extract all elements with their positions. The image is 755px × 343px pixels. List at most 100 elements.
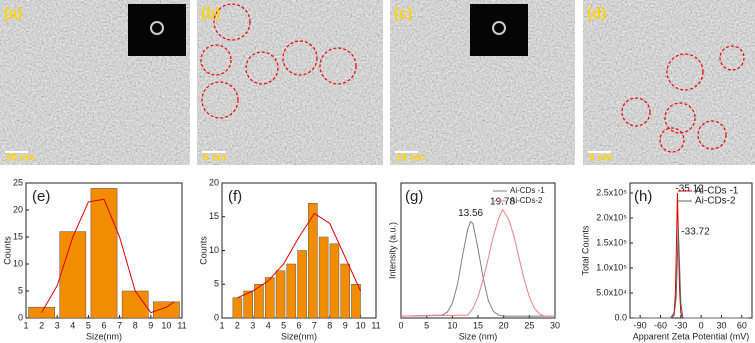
- x-tick-label: 3: [55, 320, 60, 330]
- bar: [90, 188, 118, 319]
- x-tick-label: 8: [133, 320, 138, 330]
- x-tick-label: 10: [447, 320, 457, 330]
- bar: [308, 203, 318, 319]
- x-tick-label: -60: [654, 320, 667, 330]
- bar: [275, 270, 286, 319]
- scale-bar-label: 5 nm: [203, 153, 226, 164]
- panel-label: (f): [228, 188, 242, 205]
- x-tick-label: 1: [219, 320, 224, 330]
- diffraction-ring: [492, 21, 506, 35]
- x-axis-label: Apparent Zeta Potential (mV): [633, 331, 750, 341]
- x-tick-label: 7: [117, 320, 122, 330]
- x-tick-label: 9: [343, 320, 348, 330]
- y-tick-label: 5: [18, 285, 23, 295]
- bar: [264, 277, 275, 319]
- x-axis-label: Size(nm): [86, 331, 122, 341]
- x-axis-label: Size(nm): [281, 331, 317, 341]
- x-tick-label: 60: [737, 320, 747, 330]
- y-tick-label: 0: [18, 312, 23, 322]
- x-tick-label: 2: [39, 320, 44, 330]
- panel-label: (d): [587, 5, 606, 22]
- bar: [232, 297, 243, 319]
- y-tick-label: 1.5x10⁵: [596, 237, 627, 247]
- fit-curve: [41, 198, 175, 314]
- y-axis-label: Intensity (a.u.): [387, 222, 397, 279]
- y-tick-label: 20: [13, 204, 23, 214]
- x-tick-label: 3: [250, 320, 255, 330]
- x-tick-label: 6: [296, 320, 301, 330]
- scale-bar-label: 20 nm: [6, 153, 35, 164]
- bar: [153, 301, 180, 319]
- legend-label: Ai-CDs-2: [510, 196, 543, 205]
- peak-label: 13.56: [458, 208, 483, 219]
- y-tick-label: 5.0x10⁴: [596, 287, 627, 297]
- peak-label: -35.12: [675, 184, 704, 195]
- diffraction-ring: [150, 21, 164, 35]
- fit-curve: [237, 212, 362, 299]
- y-axis-label: Counts: [198, 236, 208, 265]
- x-tick-label: 4: [266, 320, 271, 330]
- legend-label: Ai-CDs -1: [510, 186, 545, 195]
- panel-label: (h): [634, 188, 652, 205]
- bar: [254, 284, 264, 319]
- x-tick-label: 20: [499, 320, 509, 330]
- x-tick-label: 6: [101, 320, 106, 330]
- series-line: [633, 192, 749, 319]
- panel-label: (c): [394, 5, 412, 22]
- legend-label: Ai-CDs -1: [695, 186, 739, 197]
- y-tick-label: 2.0x10⁵: [596, 212, 627, 222]
- bar: [329, 243, 340, 319]
- x-tick-label: -30: [674, 320, 687, 330]
- diffraction-inset: [128, 4, 186, 56]
- legend-label: Ai-CDs-2: [695, 196, 736, 207]
- x-tick-label: 25: [524, 320, 534, 330]
- x-tick-label: 1: [23, 320, 28, 330]
- scale-bar-label: 20 nm: [396, 153, 425, 164]
- x-tick-label: 15: [473, 320, 483, 330]
- x-axis-label: Size (nm): [459, 331, 498, 341]
- x-tick-label: 2: [235, 320, 240, 330]
- y-tick-label: 10: [209, 245, 219, 255]
- diffraction-inset: [470, 4, 528, 56]
- x-tick-label: 5: [86, 320, 91, 330]
- y-tick-label: 2.5x10⁵: [596, 187, 627, 197]
- x-tick-label: 0: [699, 320, 704, 330]
- bar: [286, 263, 297, 319]
- series-line: [633, 227, 749, 319]
- y-axis-label: Counts: [2, 236, 12, 265]
- x-tick-label: 7: [312, 320, 317, 330]
- y-tick-label: 15: [209, 211, 219, 221]
- tem-images: [0, 0, 755, 165]
- series-line: [400, 209, 555, 317]
- bar: [318, 236, 329, 319]
- y-axis-label: Total Counts: [580, 225, 590, 276]
- panel-label: (b): [201, 5, 220, 22]
- bar: [351, 284, 361, 319]
- x-tick-label: 10: [161, 320, 171, 330]
- bar: [243, 290, 253, 319]
- y-tick-label: 1.0x10⁵: [596, 262, 627, 272]
- scale-bar-label: 5 nm: [589, 153, 612, 164]
- bar: [59, 231, 87, 319]
- x-tick-label: 11: [177, 320, 186, 330]
- y-tick-label: 20: [209, 177, 219, 187]
- panel-label: (a): [4, 5, 22, 22]
- bar: [297, 250, 307, 319]
- bar: [121, 290, 149, 319]
- tem-image: [197, 0, 383, 165]
- x-tick-label: 5: [281, 320, 286, 330]
- x-tick-label: 11: [371, 320, 380, 330]
- x-tick-label: 9: [148, 320, 153, 330]
- y-tick-label: 5: [214, 279, 219, 289]
- panel-label: (g): [405, 188, 423, 205]
- x-tick-label: 0: [398, 320, 403, 330]
- x-tick-label: -90: [634, 320, 647, 330]
- y-tick-label: 10: [13, 258, 23, 268]
- panel-label: (e): [32, 188, 50, 205]
- y-tick-label: 0.0: [614, 312, 627, 322]
- x-tick-label: 4: [70, 320, 75, 330]
- series-line: [400, 220, 555, 317]
- particle-circles: [200, 3, 745, 153]
- y-tick-label: 0: [214, 312, 219, 322]
